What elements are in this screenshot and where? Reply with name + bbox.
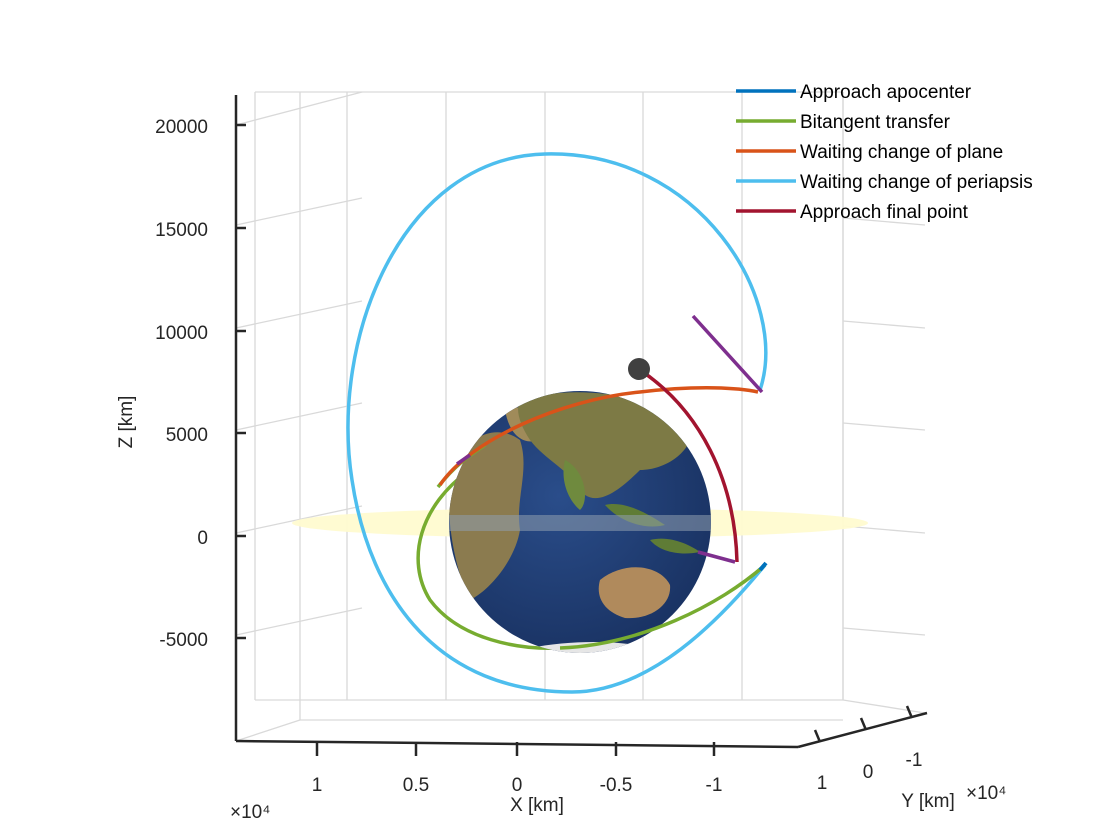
tick-mark [813,729,822,743]
orbit-approach-final-point [639,368,739,563]
legend-label: Waiting change of periapsis [800,172,1033,193]
grid-line [842,627,926,636]
legend-label: Bitangent transfer [800,112,951,133]
z-tick-label: 5000 [166,425,208,446]
maneuver-marker [691,314,764,394]
legend-label: Approach apocenter [800,82,972,103]
orbit-waiting-change-of-plane [438,386,759,486]
y-axis-line [797,711,928,749]
axis-ticks [236,123,914,756]
z-tick-label: 10000 [155,323,208,344]
legend-entry: Waiting change of periapsis [736,172,1033,193]
x-tick-label: 0.5 [403,775,429,796]
grid-line [842,217,926,226]
legend[interactable]: Approach apocenter Bitangent transfer Wa… [736,82,1033,223]
y-exponent-label: ×10⁴ [966,783,1006,804]
y-axis-title: Y [km] [901,791,955,812]
z-axis-title: Z [km] [116,396,137,449]
legend-entry: Approach apocenter [736,82,972,103]
grid-line [235,402,363,431]
grid-line [842,320,926,329]
orbit-approach-apocenter [758,561,768,572]
grid-line [235,719,301,742]
tick-mark [859,717,868,731]
x-axis-title: X [km] [510,795,564,816]
grid-line [235,300,363,329]
target-point [628,358,650,380]
tick-mark [905,705,914,719]
z-tick-label: 20000 [155,117,208,138]
legend-entry: Waiting change of plane [736,142,1003,163]
x-tick-label: -0.5 [600,775,633,796]
x-tick-labels: 1 0.5 0 -0.5 -1 [312,775,723,796]
grid [235,91,926,742]
z-tick-label: -5000 [159,630,208,651]
legend-label: Waiting change of plane [800,142,1003,163]
y-tick-label: -1 [906,750,923,771]
y-tick-label: 1 [817,773,828,794]
orbit-bitangent-transfer-back [416,468,561,650]
x-exponent-label: ×10⁴ [230,802,270,823]
grid-line [235,197,363,226]
grid-line [842,699,926,714]
x-tick-label: -1 [706,775,723,796]
maneuver-markers [456,314,764,564]
orbit-waiting-change-of-periapsis [346,152,768,694]
maneuver-marker [697,550,736,564]
x-tick-label: 0 [512,775,523,796]
grid-line [235,607,363,636]
z-tick-label: 0 [197,528,208,549]
earth-globe [449,391,711,653]
maneuver-marker [456,453,471,466]
grid-line [235,91,363,126]
y-tick-label: 0 [863,762,874,783]
grid-line [842,422,926,431]
x-tick-label: 1 [312,775,323,796]
legend-entry: Approach final point [736,202,969,223]
legend-label: Approach final point [800,202,969,223]
z-tick-label: 15000 [155,220,208,241]
grid-line [235,505,363,534]
legend-entry: Bitangent transfer [736,112,951,133]
grid-line [842,525,926,534]
z-tick-labels: 20000 15000 10000 5000 0 -5000 [155,117,208,651]
y-tick-labels: 1 0 -1 [817,750,923,794]
